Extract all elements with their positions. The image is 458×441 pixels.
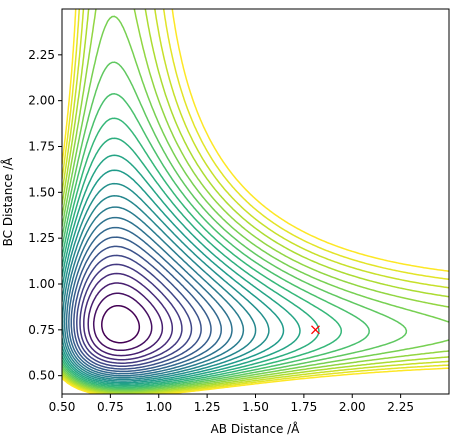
plot-frame — [61, 8, 450, 395]
x-tick-label: 1.00 — [145, 400, 172, 414]
y-axis-ticks: 0.50 0.75 1.00 1.25 1.50 1.75 2.00 2.25 — [28, 48, 62, 383]
contour-lines — [62, 9, 449, 394]
contour-level — [62, 195, 257, 381]
y-tick-label: 0.50 — [28, 369, 55, 383]
y-tick-label: 2.25 — [28, 48, 55, 62]
y-tick-label: 1.00 — [28, 277, 55, 291]
contour-level — [62, 9, 449, 394]
contour-level — [62, 169, 285, 384]
y-tick-label: 1.50 — [28, 185, 55, 199]
contour-level — [87, 282, 164, 357]
contour-level — [62, 9, 449, 394]
contour-level — [76, 254, 193, 367]
x-tick-label: 0.75 — [97, 400, 124, 414]
marker-layer — [311, 325, 320, 335]
contour-level — [68, 226, 222, 375]
x-tick-label: 0.50 — [49, 400, 76, 414]
contour-level — [92, 292, 153, 352]
x-axis-ticks: 0.50 0.75 1.00 1.25 1.50 1.75 2.00 2.25 — [49, 394, 414, 414]
contour-level — [101, 304, 141, 344]
contour-level — [70, 236, 212, 373]
x-tick-label: 1.50 — [242, 400, 269, 414]
y-axis-label: BC Distance /Å — [0, 157, 15, 247]
y-tick-label: 1.25 — [28, 231, 55, 245]
y-tick-label: 2.00 — [28, 94, 55, 108]
x-tick-label: 2.25 — [387, 400, 414, 414]
contour-level — [62, 93, 370, 390]
contour-level — [63, 206, 245, 379]
contour-level — [62, 9, 449, 393]
marker-x — [311, 325, 320, 335]
x-tick-label: 2.00 — [339, 400, 366, 414]
contour-level — [62, 182, 270, 382]
contour-level — [73, 245, 202, 370]
y-tick-label: 1.75 — [28, 140, 55, 154]
contour-level — [65, 216, 233, 377]
contour-level — [79, 263, 183, 364]
contour-level — [62, 15, 449, 392]
contour-level — [62, 9, 449, 394]
contour-level — [83, 272, 174, 361]
x-tick-label: 1.25 — [194, 400, 221, 414]
contour-level — [62, 61, 408, 391]
x-tick-label: 1.75 — [291, 400, 318, 414]
contour-level — [62, 154, 301, 385]
contour-level — [62, 137, 320, 387]
x-axis-label: AB Distance /Å — [211, 421, 301, 436]
contour-level — [62, 117, 343, 388]
contour-level — [62, 9, 449, 394]
y-tick-label: 0.75 — [28, 323, 55, 337]
